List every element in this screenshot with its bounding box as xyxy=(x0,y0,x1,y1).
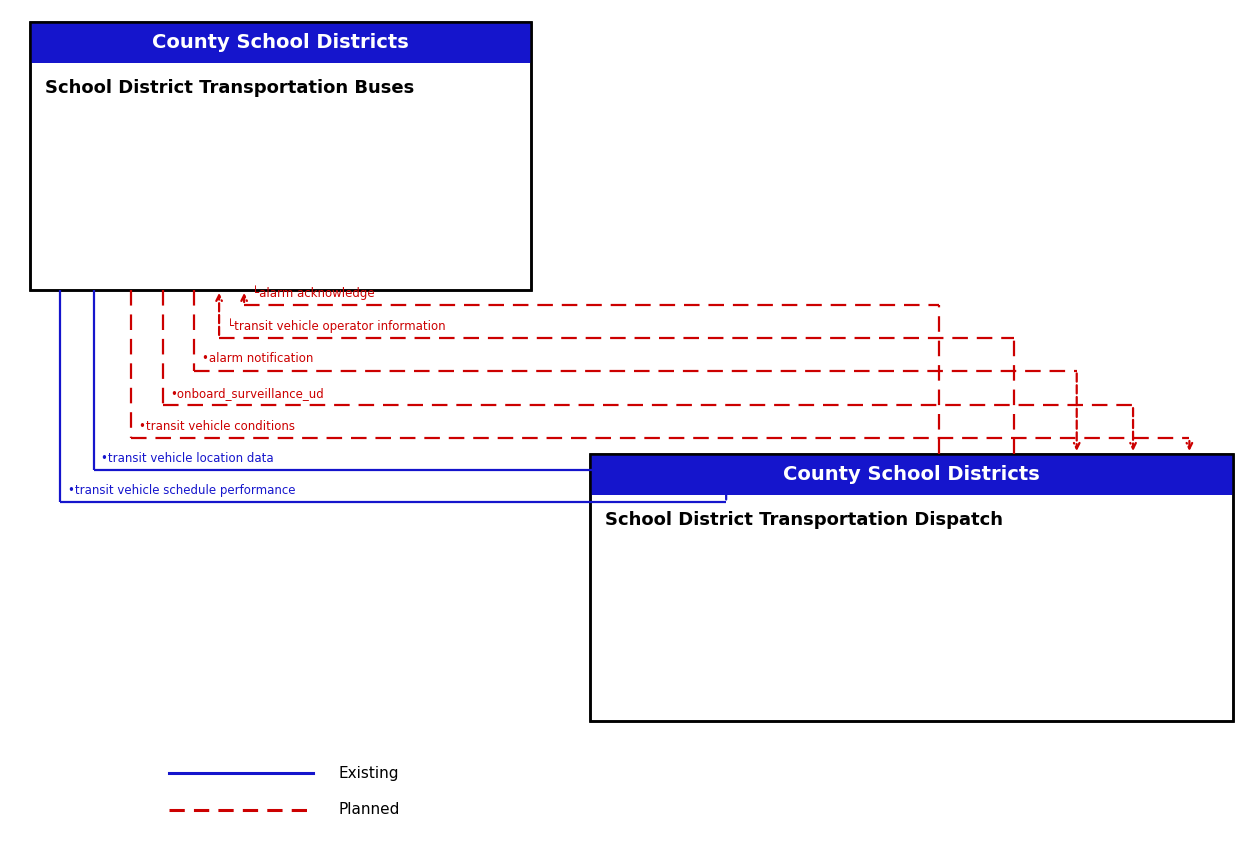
Text: •alarm notification: •alarm notification xyxy=(202,352,313,365)
Text: Existing: Existing xyxy=(338,766,398,781)
Bar xyxy=(30,22,531,63)
Text: •transit vehicle location data: •transit vehicle location data xyxy=(101,452,274,465)
Text: School District Transportation Buses: School District Transportation Buses xyxy=(45,79,414,97)
Text: County School Districts: County School Districts xyxy=(151,33,409,52)
Text: └transit vehicle operator information: └transit vehicle operator information xyxy=(227,318,446,333)
Bar xyxy=(30,22,531,290)
Text: •transit vehicle conditions: •transit vehicle conditions xyxy=(139,420,295,433)
Text: •onboard_surveillance_ud: •onboard_surveillance_ud xyxy=(170,387,324,400)
Text: •transit vehicle schedule performance: •transit vehicle schedule performance xyxy=(68,484,295,497)
Bar xyxy=(590,454,1233,721)
Text: └alarm acknowledge: └alarm acknowledge xyxy=(252,285,374,300)
Text: School District Transportation Dispatch: School District Transportation Dispatch xyxy=(605,511,1003,529)
Text: County School Districts: County School Districts xyxy=(782,465,1040,484)
Text: Planned: Planned xyxy=(338,802,399,818)
Bar xyxy=(30,22,531,290)
Bar xyxy=(590,454,1233,495)
Bar xyxy=(590,454,1233,721)
